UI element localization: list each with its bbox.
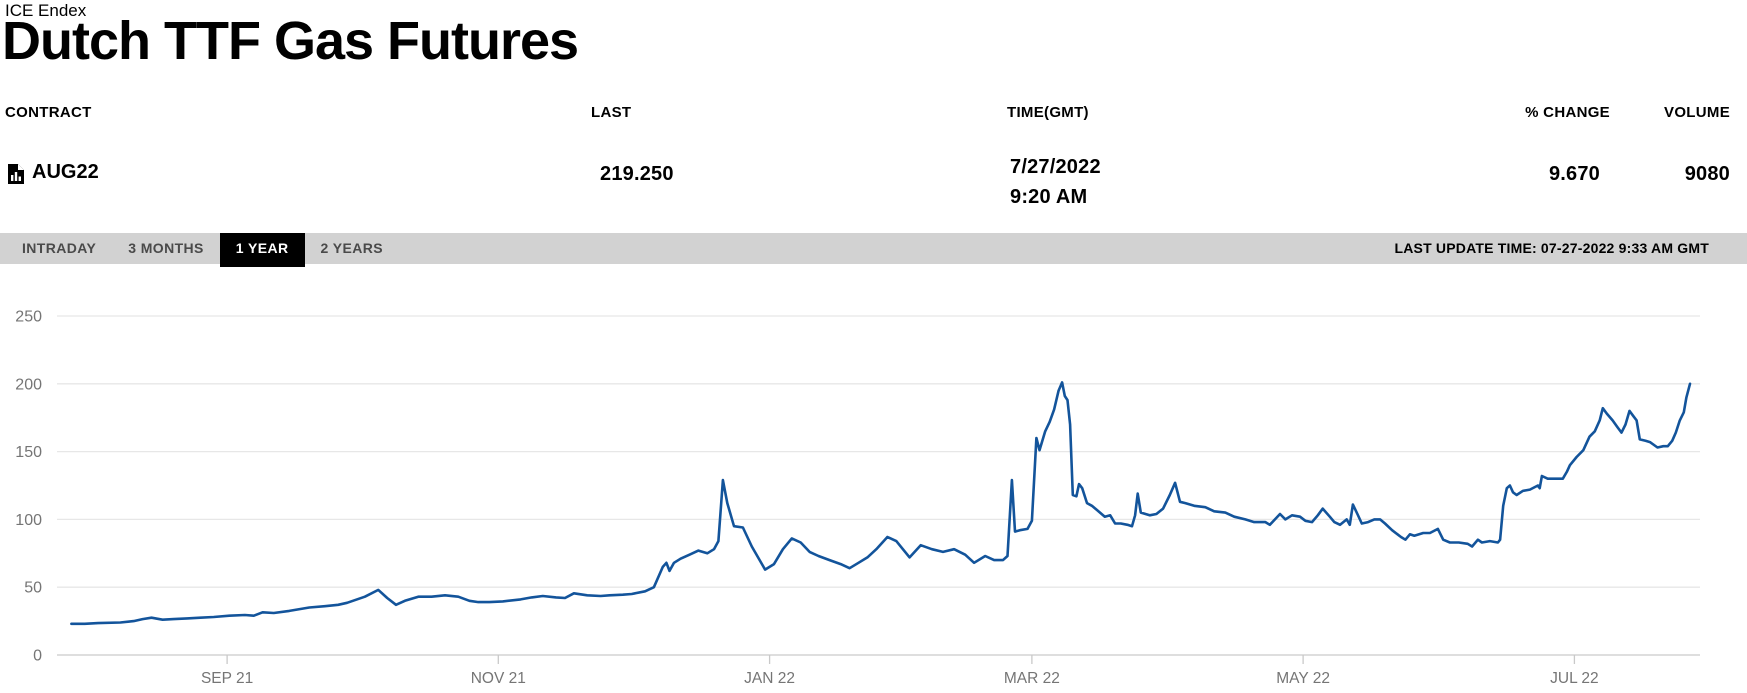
tab-3-months[interactable]: 3 MONTHS bbox=[128, 240, 204, 256]
x-axis-ticks bbox=[226, 655, 1576, 664]
x-axis-label-JAN 22: JAN 22 bbox=[744, 670, 795, 687]
y-axis-label-250: 250 bbox=[15, 309, 42, 326]
column-header-volume: VOLUME bbox=[1664, 104, 1730, 121]
x-axis-label-SEP 21: SEP 21 bbox=[201, 670, 253, 687]
tab-intraday[interactable]: INTRADAY bbox=[22, 240, 97, 256]
gridlines bbox=[57, 315, 1700, 656]
column-header-last: LAST bbox=[591, 104, 632, 121]
time-date-value: 7/27/2022 bbox=[1010, 156, 1101, 178]
y-axis-labels: 0 50 100 150 200 250 bbox=[15, 309, 42, 665]
x-axis-label-NOV 21: NOV 21 bbox=[471, 670, 526, 687]
column-header-contract: CONTRACT bbox=[5, 104, 92, 121]
y-axis-label-150: 150 bbox=[15, 444, 42, 461]
tab-2-years[interactable]: 2 YEARS bbox=[320, 240, 383, 256]
pct-change-value: 9.670 bbox=[1548, 163, 1600, 185]
column-header-pct-change: % CHANGE bbox=[1525, 104, 1610, 121]
contract-symbol[interactable]: AUG22 bbox=[32, 161, 99, 183]
time-clock-value: 9:20 AM bbox=[1010, 186, 1088, 208]
price-line-series bbox=[70, 381, 1692, 626]
x-axis-label-JUL 22: JUL 22 bbox=[1550, 670, 1599, 687]
x-axis-label-MAY 22: MAY 22 bbox=[1276, 670, 1330, 687]
exchange-name: ICE Endex bbox=[5, 1, 87, 20]
last-update-time: LAST UPDATE TIME: 07-27-2022 9:33 AM GMT bbox=[1394, 240, 1709, 256]
last-price-value: 219.250 bbox=[600, 163, 674, 185]
y-axis-label-200: 200 bbox=[15, 376, 42, 393]
contract-cell[interactable]: AUG22 bbox=[8, 161, 99, 184]
y-axis-label-0: 0 bbox=[33, 648, 42, 665]
y-axis-label-100: 100 bbox=[15, 512, 42, 529]
document-bar-chart-icon bbox=[8, 162, 24, 184]
tab-1-year[interactable]: 1 YEAR bbox=[219, 233, 305, 267]
range-tab-bar: INTRADAY 3 MONTHS 1 YEAR 2 YEARS bbox=[0, 233, 1747, 267]
column-header-time-gmt: TIME(GMT) bbox=[1007, 104, 1089, 121]
y-axis-label-50: 50 bbox=[24, 580, 42, 597]
page-title: Dutch TTF Gas Futures bbox=[2, 11, 579, 71]
x-axis-labels: SEP 21 NOV 21 JAN 22 MAR 22 MAY 22 JUL 22 bbox=[201, 670, 1599, 687]
x-axis-label-MAR 22: MAR 22 bbox=[1004, 670, 1060, 687]
price-line-chart: 0 50 100 150 200 250 SEP 21 NOV 21 JAN 22 MAR 22… bbox=[15, 309, 1700, 687]
volume-value: 9080 bbox=[1684, 163, 1730, 185]
